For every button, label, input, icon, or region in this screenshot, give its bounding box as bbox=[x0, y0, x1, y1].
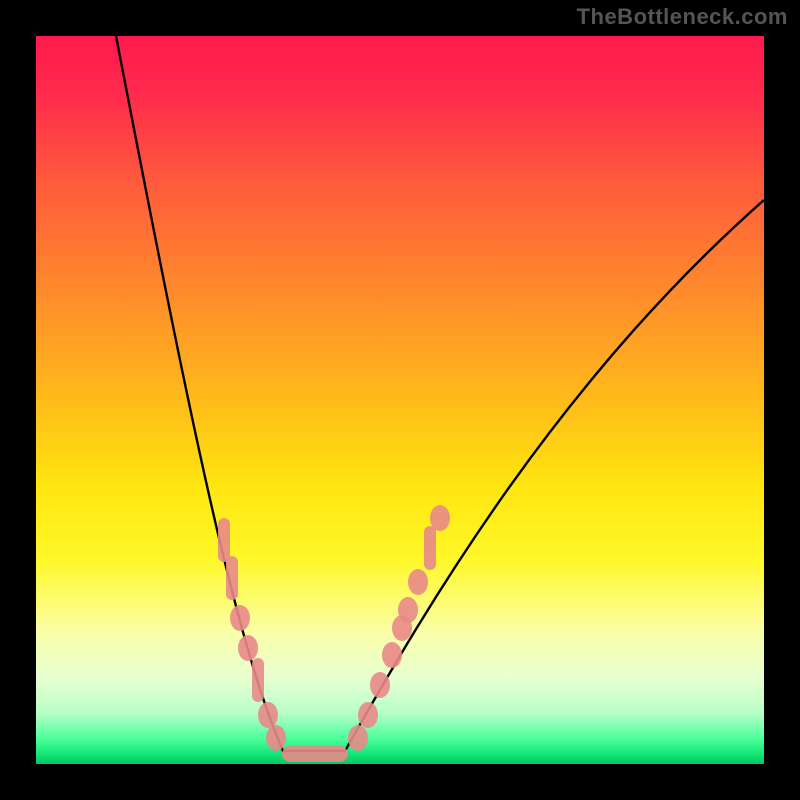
cluster-left-dot-6 bbox=[266, 725, 286, 751]
cluster-right-dot-6 bbox=[408, 569, 428, 595]
cluster-left-dot-5 bbox=[258, 702, 278, 728]
cluster-right-lozenge-7 bbox=[424, 526, 436, 570]
chart-canvas: TheBottleneck.com bbox=[0, 0, 800, 800]
cluster-left-dot-2 bbox=[230, 605, 250, 631]
cluster-left-lozenge-0 bbox=[218, 518, 230, 562]
plot-svg bbox=[0, 0, 800, 800]
cluster-right-dot-8 bbox=[430, 505, 450, 531]
cluster-right-dot-5 bbox=[398, 597, 418, 623]
cluster-left-lozenge-4 bbox=[252, 658, 264, 702]
cluster-right-dot-2 bbox=[370, 672, 390, 698]
cluster-left-lozenge-1 bbox=[226, 556, 238, 600]
cluster-left-dot-3 bbox=[238, 635, 258, 661]
cluster-right-dot-1 bbox=[358, 702, 378, 728]
cluster-right-dot-3 bbox=[382, 642, 402, 668]
watermark-text: TheBottleneck.com bbox=[577, 4, 788, 30]
cluster-bottom-bar bbox=[282, 746, 348, 762]
cluster-right-dot-0 bbox=[348, 725, 368, 751]
